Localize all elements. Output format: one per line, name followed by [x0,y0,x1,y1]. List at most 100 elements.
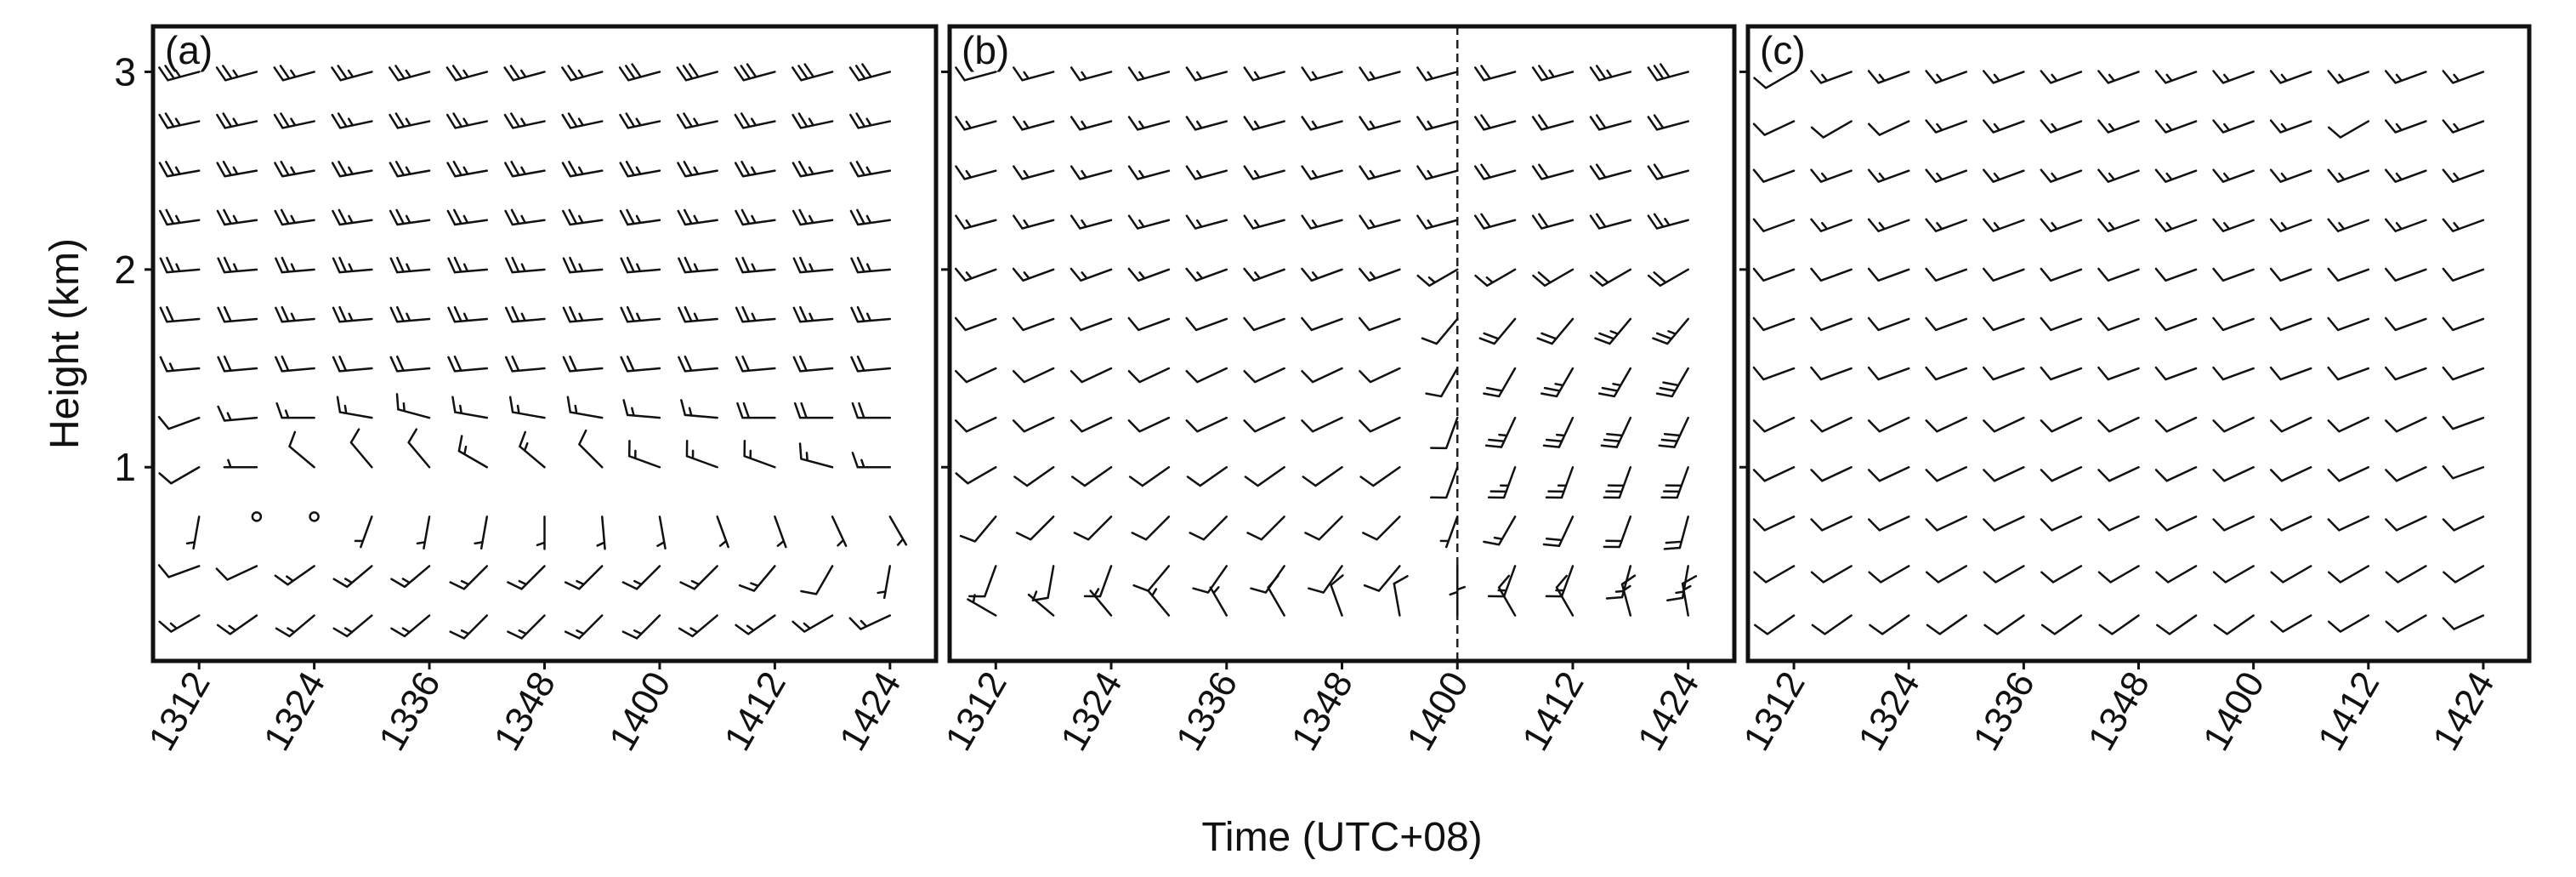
wind-barb [1752,416,1796,433]
wind-barb [1752,515,1796,532]
wind-barb [1810,316,1853,332]
wind-barb [2212,465,2255,482]
wind-barb [1185,316,1228,332]
y-tick-label: 3 [114,49,136,94]
wind-barb [1605,565,1632,600]
wind-barb [2269,218,2312,232]
wind-barb [1012,316,1055,332]
wind-barb [332,614,373,638]
wind-barb [1070,165,1113,180]
x-tick-label: 1324 [1053,665,1130,758]
wind-barb [2327,565,2370,584]
x-tick-label: 1424 [831,665,909,758]
wind-barb [798,442,834,469]
wind-barb [274,160,315,178]
wind-barb [1925,565,1968,584]
wind-barb [1754,614,1796,635]
wind-barb [888,515,908,546]
wind-barb [618,63,661,82]
wind-barb [2097,465,2140,482]
x-tick-label: 1424 [1630,665,1707,758]
wind-barb [1542,515,1575,548]
wind-barb [578,429,604,469]
wind-barb [2154,218,2198,232]
wind-barb [1982,316,2025,332]
wind-barb [223,458,258,469]
wind-barb [2154,119,2198,134]
wind-barb [2385,267,2427,282]
wind-barb [2154,515,2198,532]
wind-barb [1128,465,1171,487]
wind-barb [474,515,489,550]
wind-barb [332,208,373,226]
wind-barb [2327,70,2370,84]
wind-barb [2154,168,2198,183]
wind-barb [792,356,834,373]
wind-barb [159,356,201,373]
wind-barb [1185,66,1228,82]
wind-barb [1589,65,1632,82]
wind-barb [389,208,431,226]
wind-barb [1301,416,1343,433]
wind-barb [2442,267,2485,282]
wind-barb [792,112,834,129]
wind-barb [2213,614,2255,635]
wind-barb [216,614,258,635]
wind-barb [1647,213,1689,230]
panel-label: (b) [962,28,1009,72]
wind-barb [216,208,258,226]
wind-barb [1658,416,1689,448]
wind-barb [562,305,604,323]
wind-barb [2385,366,2427,381]
wind-barb [1474,114,1517,131]
wind-barb [2154,416,2198,433]
x-tick-label: 1424 [2425,665,2502,758]
plot-frame [150,24,939,663]
wind-barb [849,160,892,178]
wind-barb [1070,116,1113,131]
wind-barb [1542,416,1575,448]
wind-barb [1810,465,1853,482]
wind-barb [1867,218,1910,232]
x-tick-label: 1400 [601,665,678,758]
wind-barb [389,112,431,129]
wind-barb [1752,316,1796,332]
wind-barb [1652,317,1689,345]
wind-barb [793,401,834,419]
x-tick-label: 1324 [256,665,333,758]
wind-barb [774,515,787,549]
x-tick-label: 1400 [2195,665,2272,758]
wind-barb [504,305,546,323]
wind-barb [1603,515,1632,549]
wind-barb [2270,565,2312,584]
wind-barb [1127,367,1171,384]
wind-barb [955,116,997,131]
wind-barb [449,614,489,640]
wind-barb [503,112,546,129]
wind-barb [1660,465,1689,499]
wind-barb [1301,316,1343,332]
wind-barb [2327,515,2370,532]
wind-barb [967,594,997,617]
wind-barb [620,305,661,323]
wind-barb [622,399,661,419]
plot-frame [1745,24,2532,663]
wind-barb [566,396,604,419]
x-tick-label: 1412 [717,665,794,758]
wind-barb [1127,267,1171,282]
wind-barb [275,256,315,274]
wind-barb [389,356,431,373]
wind-barb [1013,116,1055,131]
wind-barb [2442,415,2485,430]
wind-barb [1589,213,1632,230]
wind-barb [2212,70,2255,84]
wind-barb [331,112,373,129]
wind-barb [955,465,997,485]
wind-barb [273,112,315,129]
wind-barb [216,112,258,129]
wind-barb [734,63,776,82]
wind-barb [1867,168,1910,183]
wind-barb [2040,316,2083,332]
wind-barb [1416,165,1459,180]
